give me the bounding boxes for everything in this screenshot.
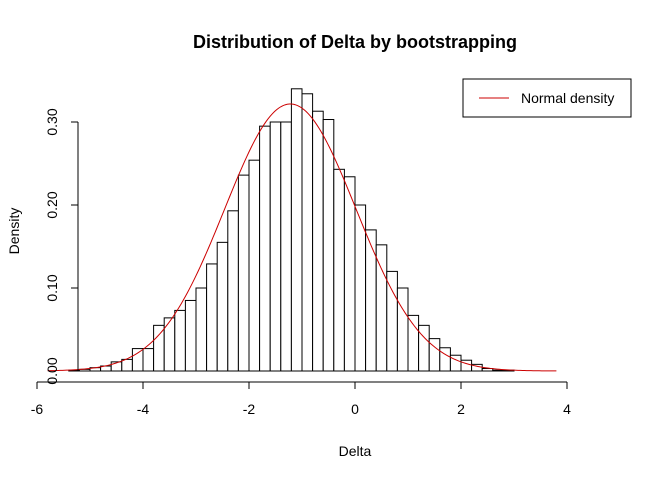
histogram-bar (492, 369, 504, 372)
histogram-bar (259, 125, 271, 372)
x-tick-label: -6 (31, 401, 44, 417)
normal-density-curve (47, 103, 557, 372)
x-tick-label: 0 (351, 401, 359, 417)
histogram-bar (333, 168, 345, 372)
histogram-bar (163, 317, 176, 372)
histogram-bar (216, 241, 229, 372)
histogram-bar (280, 121, 292, 372)
chart-title: Distribution of Delta by bootstrapping (193, 32, 517, 52)
histogram-bar (269, 121, 282, 372)
legend: Normal density (462, 78, 632, 118)
x-tick-label: 2 (457, 401, 465, 417)
histogram-bar (227, 210, 239, 372)
y-tick-label: 0.00 (44, 357, 60, 384)
histogram-bar (312, 110, 324, 372)
y-axis: 0.00 0.10 0.20 0.30 (44, 108, 79, 385)
histogram-bar (322, 119, 335, 372)
histogram-bar (418, 324, 430, 372)
histogram-bar (343, 176, 356, 372)
histogram-bar (365, 229, 377, 372)
histogram-bar (386, 270, 398, 372)
y-tick-label: 0.10 (44, 274, 60, 301)
x-tick-label: -4 (137, 401, 150, 417)
histogram-bar (354, 204, 367, 372)
x-axis: -6 -4 -2 0 2 4 (31, 381, 571, 417)
histogram-bar (396, 287, 409, 372)
histogram-bar (195, 287, 208, 372)
histogram-bar (439, 347, 451, 372)
y-axis-label: Density (6, 208, 22, 255)
x-axis-label: Delta (339, 443, 372, 459)
x-tick-label: -2 (243, 401, 256, 417)
y-tick-label: 0.20 (44, 191, 60, 218)
legend-label-normal-density: Normal density (521, 90, 614, 106)
histogram-bars (68, 88, 515, 372)
x-tick-label: 4 (563, 401, 571, 417)
histogram-bar (206, 263, 218, 372)
histogram-bar (301, 93, 314, 372)
histogram-bar (407, 314, 420, 372)
histogram-bar (153, 324, 165, 372)
histogram-bar (290, 88, 303, 372)
density-curve-layer (47, 103, 557, 372)
histogram-bar (375, 244, 388, 372)
y-tick-label: 0.30 (44, 108, 60, 135)
histogram-bar (460, 359, 473, 372)
histogram-bar (131, 348, 144, 372)
histogram-bar (184, 299, 197, 372)
histogram-bar (142, 348, 155, 372)
histogram-bar (248, 159, 261, 372)
histogram-bar (121, 358, 133, 372)
histogram-bar (237, 174, 250, 372)
histogram-bar (174, 309, 186, 372)
